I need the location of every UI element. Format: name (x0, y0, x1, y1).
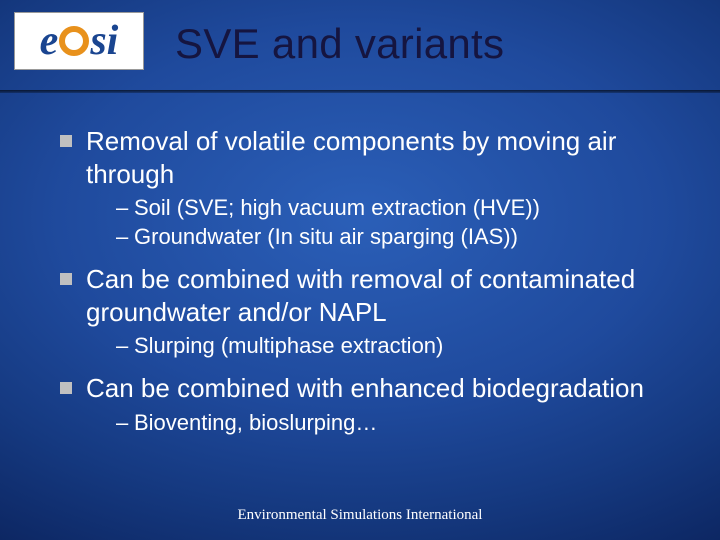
slide-title: SVE and variants (175, 20, 504, 68)
square-bullet-icon (60, 135, 72, 147)
dash-icon: – (116, 408, 134, 437)
logo-text-left: e (40, 17, 59, 65)
dash-icon: – (116, 193, 134, 222)
dash-icon: – (116, 331, 134, 360)
square-bullet-icon (60, 382, 72, 394)
bullet-text: Can be combined with removal of contamin… (86, 263, 680, 328)
sub-text: Bioventing, bioslurping… (134, 408, 377, 437)
logo-text-right: si (90, 17, 118, 65)
footer-text: Environmental Simulations International (0, 507, 720, 524)
sub-item: –Groundwater (In situ air sparging (IAS)… (116, 222, 680, 251)
bullet-text: Can be combined with enhanced biodegrada… (86, 372, 644, 405)
sub-item: –Soil (SVE; high vacuum extraction (HVE)… (116, 193, 680, 222)
sub-list: –Slurping (multiphase extraction) (116, 331, 680, 360)
sub-item: –Slurping (multiphase extraction) (116, 331, 680, 360)
sub-text: Soil (SVE; high vacuum extraction (HVE)) (134, 193, 540, 222)
sub-list: –Bioventing, bioslurping… (116, 408, 680, 437)
bullet-item: Removal of volatile components by moving… (60, 125, 680, 190)
bullet-text: Removal of volatile components by moving… (86, 125, 680, 190)
logo: esi (14, 12, 144, 70)
bullet-item: Can be combined with enhanced biodegrada… (60, 372, 680, 405)
square-bullet-icon (60, 273, 72, 285)
title-divider (0, 90, 720, 93)
logo-ring-icon (59, 26, 89, 56)
sub-text: Slurping (multiphase extraction) (134, 331, 443, 360)
dash-icon: – (116, 222, 134, 251)
slide-body: Removal of volatile components by moving… (60, 125, 680, 449)
sub-list: –Soil (SVE; high vacuum extraction (HVE)… (116, 193, 680, 251)
bullet-item: Can be combined with removal of contamin… (60, 263, 680, 328)
sub-item: –Bioventing, bioslurping… (116, 408, 680, 437)
sub-text: Groundwater (In situ air sparging (IAS)) (134, 222, 518, 251)
